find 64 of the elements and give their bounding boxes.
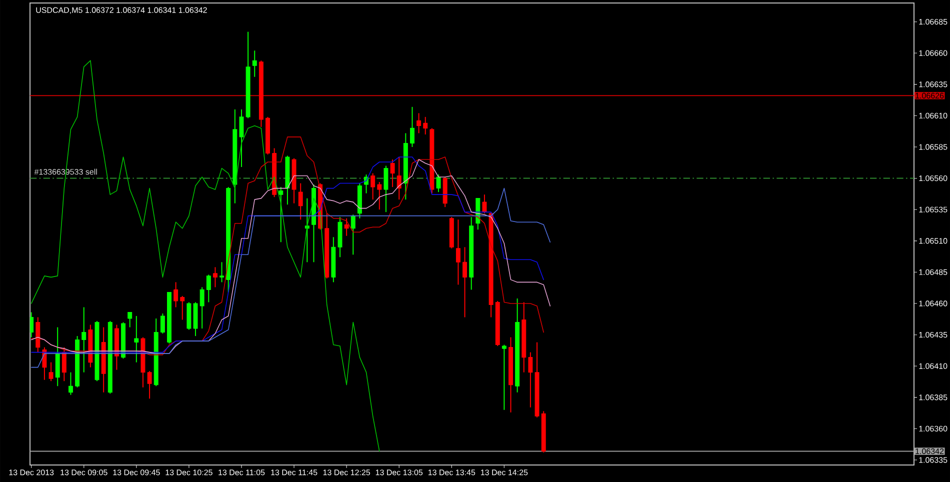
candlestick: [502, 344, 506, 410]
candlestick: [370, 172, 376, 200]
candlestick: [436, 174, 441, 193]
candlestick: [384, 165, 388, 213]
y-tick-label: 1.06485: [919, 269, 948, 276]
y-tick-label: 1.06685: [919, 18, 948, 25]
candlestick: [239, 108, 244, 168]
candlestick: [55, 326, 60, 387]
x-tick-label: 13 Dec 09:45: [113, 470, 160, 476]
x-tick-label: 13 Dec 11:05: [218, 470, 265, 476]
ref-line-label: 1.06626: [916, 92, 944, 98]
y-tick-label: 1.06535: [919, 206, 948, 212]
candlestick: [344, 218, 349, 236]
candlestick: [390, 158, 395, 188]
y-tick-label: 1.06435: [919, 332, 948, 338]
y-tick-label: 1.06660: [919, 50, 948, 56]
ref-line-label: 1.06342: [916, 448, 944, 454]
y-tick-label: 1.06510: [919, 238, 948, 244]
y-tick-label: 1.06460: [919, 300, 948, 306]
y-tick-label: 1.06385: [919, 394, 948, 400]
candlestick: [252, 50, 257, 78]
candlestick: [200, 286, 204, 330]
x-tick-label: 13 Dec 10:25: [166, 470, 212, 476]
y-tick-label: 1.06360: [919, 426, 948, 432]
candlestick: [350, 214, 356, 256]
candlestick: [134, 316, 139, 363]
candlestick: [396, 156, 402, 200]
y-tick-label: 1.06560: [919, 175, 948, 182]
candlestick: [82, 306, 86, 373]
candlestick: [416, 112, 422, 134]
chart-title: USDCAD,M5 1.06372 1.06374 1.06341 1.06342: [36, 7, 207, 14]
candlestick: [174, 282, 178, 308]
y-tick-label: 1.06410: [919, 363, 948, 369]
x-tick-label: 13 Dec 13:05: [376, 470, 423, 476]
candlestick: [147, 370, 152, 400]
candlestick: [456, 219, 460, 286]
candlestick: [423, 116, 428, 135]
x-tick-label: 13 Dec 14:25: [480, 470, 528, 476]
y-tick-label: 1.06585: [919, 144, 948, 150]
candlestick: [212, 266, 218, 288]
candlestick: [298, 182, 303, 220]
y-tick-label: 1.06635: [919, 82, 948, 88]
candlestick: [62, 346, 66, 382]
candlestick: [482, 194, 487, 214]
x-tick-label: 13 Dec 12:25: [323, 470, 370, 476]
candlestick: [220, 262, 224, 283]
candlestick: [410, 106, 414, 148]
candlestick: [180, 295, 185, 320]
candlestick: [128, 312, 132, 328]
y-tick-label: 1.06610: [919, 112, 948, 119]
candlestick: [278, 186, 284, 243]
candlestick: [42, 346, 47, 380]
x-tick-label: 13 Dec 2013: [9, 470, 54, 476]
x-tick-label: 13 Dec 09:05: [60, 470, 108, 476]
y-tick-label: 1.06335: [919, 457, 948, 463]
candlestick: [462, 246, 468, 318]
candlestick: [377, 182, 382, 210]
x-tick-label: 13 Dec 13:45: [428, 470, 476, 476]
candlestick: [160, 312, 165, 334]
candlestick: [528, 352, 533, 408]
candlestick: [48, 362, 54, 382]
candlestick: [206, 274, 211, 303]
candlestick: [68, 372, 73, 396]
x-tick-label: 13 Dec 11:45: [271, 470, 318, 476]
